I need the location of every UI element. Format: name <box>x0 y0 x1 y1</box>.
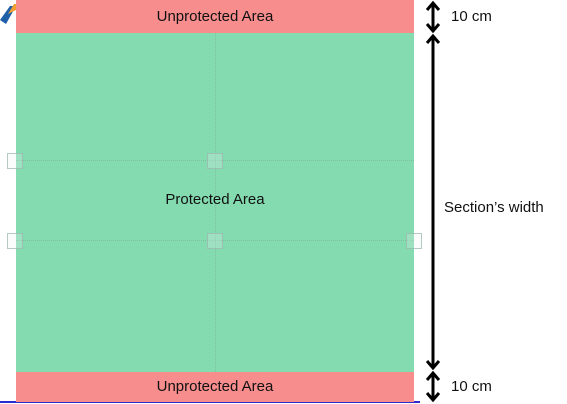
grid-marker <box>7 153 23 169</box>
grid-marker <box>7 233 23 249</box>
grid-marker <box>207 153 223 169</box>
top-dimension-arrow-icon <box>425 0 441 34</box>
bottom-dimension-label: 10 cm <box>451 378 492 395</box>
unprotected-area-bottom: Unprotected Area <box>16 372 414 402</box>
bottom-edge-line <box>0 401 420 403</box>
unprotected-area-bottom-label: Unprotected Area <box>156 378 274 395</box>
top-dimension-label: 10 cm <box>451 8 492 25</box>
corner-mark-icon <box>0 4 16 24</box>
protected-area: Protected Area <box>7 33 422 372</box>
grid-marker <box>207 233 223 249</box>
protected-area-label: Protected Area <box>165 191 265 208</box>
grid-marker <box>406 233 422 249</box>
section-width-arrow-icon <box>425 33 441 371</box>
unprotected-area-top-label: Unprotected Area <box>156 8 274 25</box>
bottom-dimension-arrow-icon <box>425 370 441 403</box>
section-width-label: Section’s width <box>444 199 544 216</box>
grid-line-horizontal <box>16 240 414 241</box>
grid-line-vertical <box>215 33 216 372</box>
grid-line-horizontal <box>16 160 414 161</box>
unprotected-area-top: Unprotected Area <box>16 0 414 33</box>
